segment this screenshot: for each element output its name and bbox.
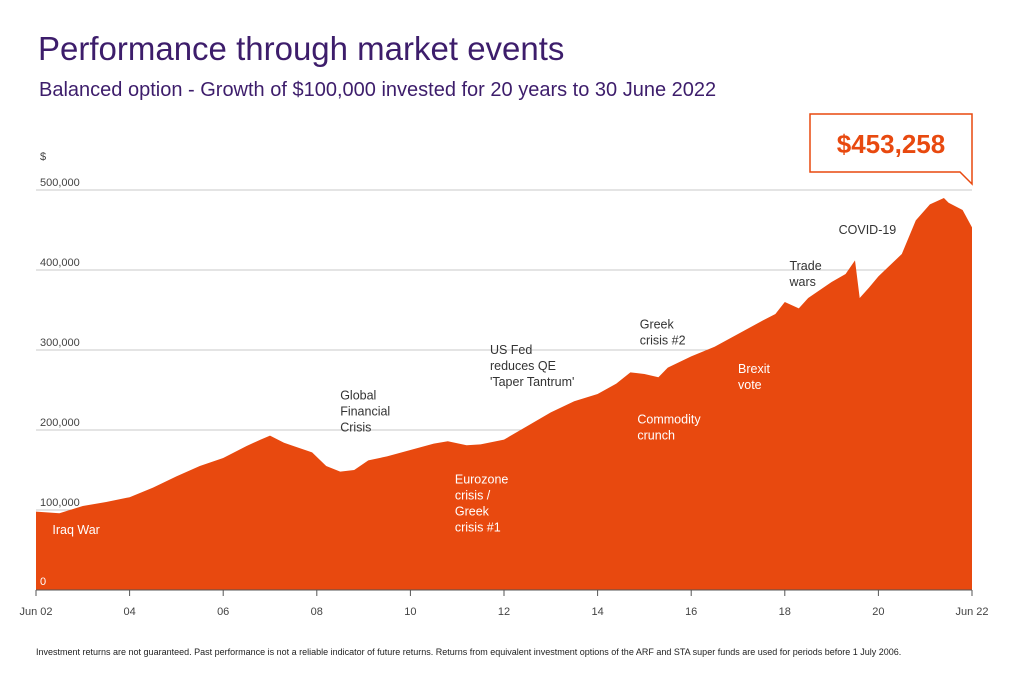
event-annotation: Trade wars: [788, 259, 821, 289]
x-tick-label: 04: [123, 606, 135, 618]
x-tick-label: Jun 02: [19, 606, 52, 618]
x-tick-label: 18: [779, 606, 791, 618]
event-annotation: Greek crisis #2: [640, 317, 686, 347]
y-tick-label: 0: [40, 576, 46, 588]
x-tick-label: 10: [404, 606, 416, 618]
y-tick-label: 200,000: [40, 417, 80, 429]
y-axis-label: $: [40, 151, 46, 163]
x-tick-label: 20: [872, 606, 884, 618]
event-annotation: Brexit vote: [738, 362, 770, 392]
x-tick-label: 14: [591, 606, 603, 618]
chart-subtitle: Balanced option - Growth of $100,000 inv…: [39, 79, 717, 101]
value-callout-box: [809, 113, 973, 186]
event-annotation: Eurozone crisis / Greek crisis #1: [455, 473, 509, 535]
x-tick-label: 08: [311, 606, 323, 618]
event-annotation: COVID-19: [839, 223, 897, 237]
y-tick-label: 400,000: [40, 257, 80, 269]
x-tick-label: 12: [498, 606, 510, 618]
y-tick-label: 500,000: [40, 177, 80, 189]
chart-title: Performance through market events: [38, 30, 565, 67]
event-annotation: US Fed reduces QE 'Taper Tantrum': [490, 343, 574, 389]
chart-area: 0 100,000 200,000 300,000 400,000 500,000 $ Jun…: [19, 113, 989, 618]
x-tick-label: 06: [217, 606, 229, 618]
event-annotation: Commodity crunch: [637, 413, 701, 443]
x-tick-label: Jun 22: [955, 606, 988, 618]
area-series: [36, 198, 972, 590]
event-annotation: Iraq War: [52, 523, 99, 537]
event-annotation: Global Financial Crisis: [340, 389, 390, 435]
y-tick-label: 100,000: [40, 497, 80, 509]
value-callout: $453,258: [837, 129, 945, 159]
footnote: Investment returns are not guaranteed. P…: [36, 647, 902, 657]
y-tick-label: 300,000: [40, 337, 80, 349]
x-tick-label: 16: [685, 606, 697, 618]
